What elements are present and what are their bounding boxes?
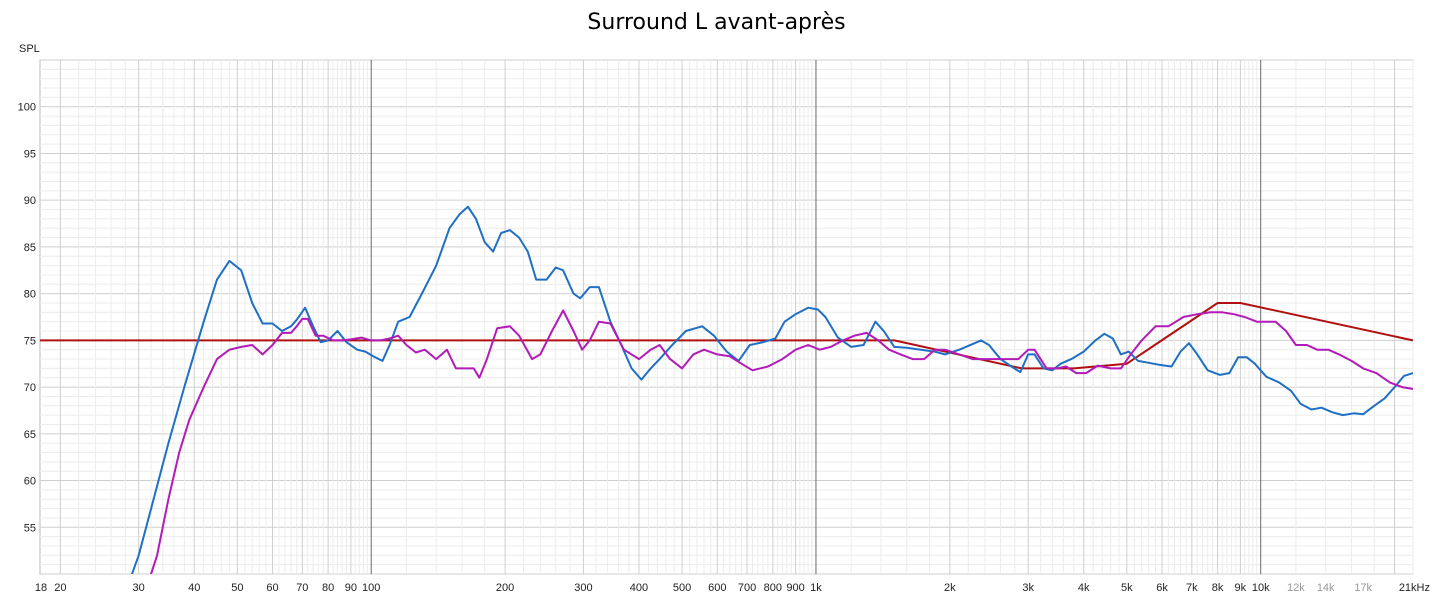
x-tick-label: 14k — [1317, 582, 1335, 594]
x-tick-label: 7k — [1186, 582, 1198, 594]
x-tick-label: 700 — [738, 582, 756, 594]
x-tick-label: 4k — [1078, 582, 1090, 594]
x-tick-label: 12k — [1287, 582, 1305, 594]
x-tick-label: 50 — [231, 582, 243, 594]
y-tick-label: 90 — [24, 195, 36, 207]
x-tick-label: 900 — [786, 582, 804, 594]
x-tick-label: 21kHz — [1399, 582, 1430, 594]
x-tick-label: 17k — [1354, 582, 1372, 594]
series-lines — [40, 205, 1413, 574]
x-tick-label: 30 — [133, 582, 145, 594]
y-tick-label: 95 — [24, 148, 36, 160]
x-tick-label: 5k — [1121, 582, 1133, 594]
x-tick-label: 600 — [708, 582, 726, 594]
y-tick-label: 75 — [24, 335, 36, 347]
y-tick-label: 70 — [24, 382, 36, 394]
series-line-2 — [130, 205, 1413, 574]
series-line-3 — [149, 309, 1413, 574]
x-tick-label: 60 — [266, 582, 278, 594]
x-tick-label: 300 — [574, 582, 592, 594]
y-tick-label: 60 — [24, 476, 36, 488]
x-tick-label: 8k — [1212, 582, 1224, 594]
x-tick-label: 10k — [1252, 582, 1270, 594]
y-axis-label: SPL — [19, 43, 40, 55]
x-tick-label: 40 — [188, 582, 200, 594]
x-tick-labels: 18 20 30 40 50 60 70 80 90 100 200 300 400 500 600 700 8… — [35, 582, 1430, 594]
y-tick-label: 80 — [24, 289, 36, 301]
x-tick-label: 80 — [322, 582, 334, 594]
x-tick-label: 18 — [35, 582, 47, 594]
y-tick-label: 85 — [24, 242, 36, 254]
chart-title: Surround L avant-après — [587, 10, 846, 35]
x-tick-label: 90 — [345, 582, 357, 594]
x-tick-label: 1k — [810, 582, 822, 594]
x-tick-label: 9k — [1235, 582, 1247, 594]
plot-area — [39, 59, 1414, 575]
x-tick-label: 6k — [1156, 582, 1168, 594]
x-tick-label: 400 — [630, 582, 648, 594]
x-tick-label: 2k — [944, 582, 956, 594]
y-tick-label: 65 — [24, 429, 36, 441]
x-tick-label: 3k — [1022, 582, 1034, 594]
x-tick-label: 800 — [764, 582, 782, 594]
x-tick-label: 200 — [496, 582, 514, 594]
y-tick-labels: 55 60 65 70 75 80 85 90 95 100 — [18, 102, 36, 535]
x-tick-label: 20 — [54, 582, 66, 594]
grid — [40, 59, 1414, 575]
y-tick-label: 100 — [18, 102, 36, 114]
y-tick-label: 55 — [24, 522, 36, 534]
x-tick-label: 70 — [296, 582, 308, 594]
x-tick-label: 500 — [673, 582, 691, 594]
x-tick-label: 100 — [362, 582, 380, 594]
